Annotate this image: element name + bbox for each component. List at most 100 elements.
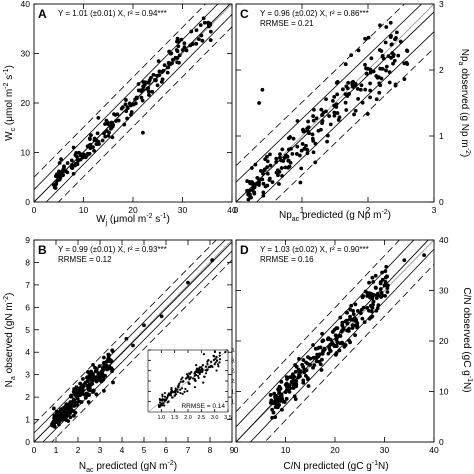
data-point xyxy=(136,82,141,86)
data-point xyxy=(341,87,345,92)
data-point xyxy=(198,366,201,369)
data-point xyxy=(94,392,99,397)
data-point xyxy=(51,406,56,411)
prediction-band-line xyxy=(34,4,207,178)
data-point xyxy=(207,359,210,362)
data-point xyxy=(334,81,339,85)
data-point xyxy=(289,379,294,384)
data-point xyxy=(69,402,74,406)
data-point xyxy=(261,190,266,195)
data-point xyxy=(139,95,144,100)
plot-area xyxy=(148,350,228,412)
data-point xyxy=(345,310,349,315)
data-point xyxy=(190,42,194,47)
data-point xyxy=(183,390,186,393)
data-point xyxy=(141,130,145,135)
data-point xyxy=(270,407,275,412)
data-point xyxy=(319,368,324,372)
data-point xyxy=(218,358,222,361)
data-point xyxy=(201,16,206,21)
y-tick-label: 0 xyxy=(25,197,30,207)
data-point xyxy=(392,58,397,63)
data-point xyxy=(267,176,272,181)
data-point xyxy=(301,358,306,362)
data-point xyxy=(65,161,70,165)
data-point xyxy=(167,61,172,66)
data-point xyxy=(108,358,112,363)
data-point xyxy=(335,340,340,345)
x-tick-label: 4 xyxy=(120,445,125,455)
data-point xyxy=(275,399,280,404)
data-point xyxy=(284,396,289,401)
data-point xyxy=(197,376,200,380)
prediction-band-line xyxy=(51,259,232,442)
x-tick-label: 7 xyxy=(186,445,191,455)
data-point xyxy=(50,421,55,426)
data-point xyxy=(279,379,284,384)
data-point xyxy=(52,185,57,190)
data-point xyxy=(94,379,99,384)
data-point xyxy=(149,75,153,80)
data-point xyxy=(273,415,278,420)
data-point xyxy=(387,80,392,85)
data-point xyxy=(60,407,64,412)
data-point xyxy=(297,153,302,158)
data-point xyxy=(181,376,184,379)
data-point xyxy=(100,138,105,143)
prediction-band-line xyxy=(273,47,434,202)
data-point xyxy=(215,369,218,372)
x-tick-label: 10 xyxy=(79,205,89,215)
data-point xyxy=(310,132,315,137)
data-point xyxy=(163,404,166,407)
data-point xyxy=(159,79,164,84)
data-point xyxy=(177,60,181,65)
data-point xyxy=(285,384,289,389)
data-point xyxy=(189,29,194,34)
data-point xyxy=(343,343,348,347)
data-point xyxy=(179,388,182,391)
data-point xyxy=(297,374,302,379)
data-point xyxy=(346,329,351,333)
data-point xyxy=(171,57,175,62)
data-point xyxy=(311,355,316,360)
data-point xyxy=(161,395,164,398)
data-point xyxy=(365,112,370,116)
data-point xyxy=(71,413,76,418)
data-point xyxy=(305,129,310,134)
inset-rrmse: RRMSE = 0.14 xyxy=(181,403,225,410)
data-point xyxy=(340,341,345,346)
y-tick-label: 20 xyxy=(21,98,31,108)
data-point xyxy=(110,124,115,129)
panel-letter: B xyxy=(38,243,47,257)
data-point xyxy=(71,145,76,150)
data-point xyxy=(91,372,95,377)
data-point xyxy=(257,183,261,187)
data-point xyxy=(291,383,296,388)
data-point xyxy=(141,80,146,84)
data-point xyxy=(374,74,379,78)
data-point xyxy=(318,362,323,367)
data-point xyxy=(114,119,119,123)
data-point xyxy=(368,95,373,100)
data-point xyxy=(87,376,92,380)
data-point xyxy=(115,112,120,117)
data-point xyxy=(140,98,145,103)
data-point xyxy=(353,108,358,113)
data-point xyxy=(177,53,182,58)
data-point xyxy=(155,83,160,88)
y-tick-label: 30 xyxy=(439,285,449,295)
data-point xyxy=(371,299,376,304)
data-point xyxy=(92,376,97,381)
data-point xyxy=(299,166,304,171)
data-point xyxy=(314,356,319,360)
data-point xyxy=(101,388,106,393)
data-point xyxy=(176,385,180,388)
data-point xyxy=(291,136,296,141)
data-point xyxy=(201,370,204,373)
y-tick-label: 3 xyxy=(439,0,444,9)
data-point xyxy=(159,403,162,406)
data-point xyxy=(349,303,354,308)
data-point xyxy=(159,314,164,319)
data-point xyxy=(218,351,221,354)
data-point xyxy=(85,393,89,398)
